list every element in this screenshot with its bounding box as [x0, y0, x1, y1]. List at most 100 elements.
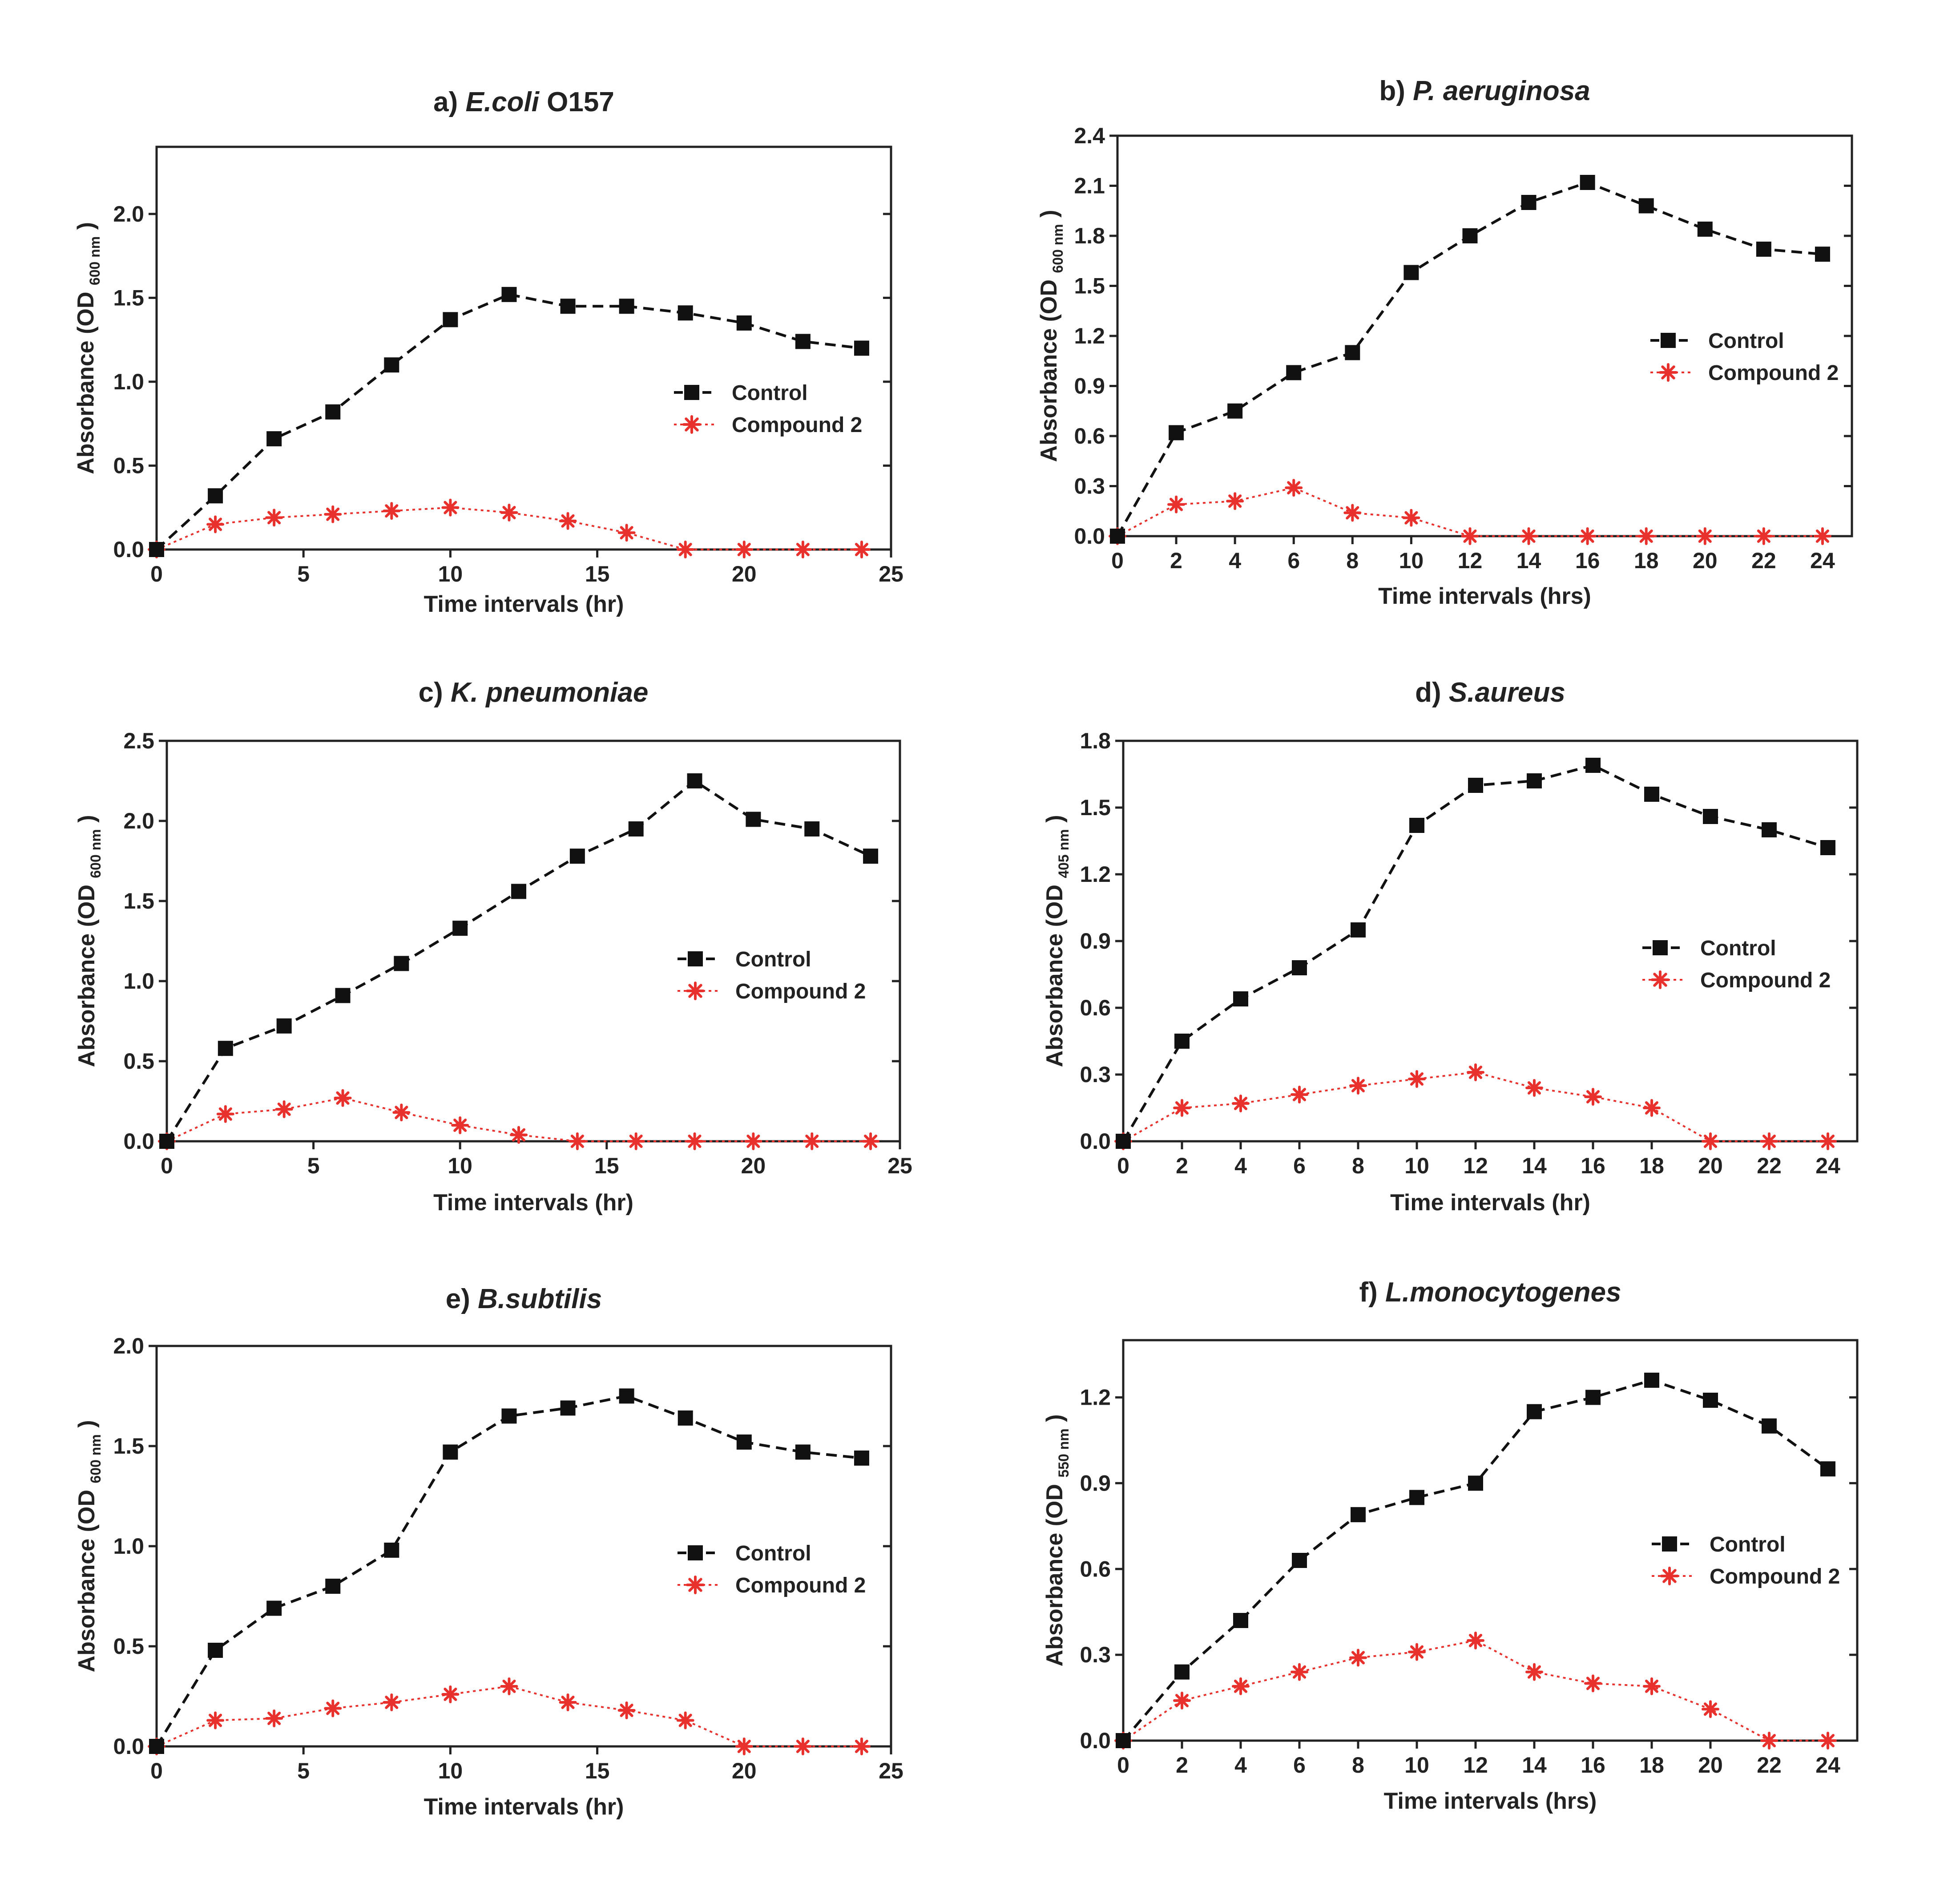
data-point-compound-2 — [1702, 1700, 1719, 1718]
data-point-control — [1703, 1393, 1718, 1408]
data-point-control — [1527, 1404, 1542, 1419]
data-point-compound-2 — [559, 1693, 577, 1711]
title-organism: K. pneumoniae — [451, 677, 648, 708]
data-point-control — [149, 1739, 164, 1754]
data-point-control — [1403, 265, 1419, 280]
x-tick-label: 20 — [732, 562, 757, 586]
x-tick-label: 22 — [1751, 548, 1776, 573]
legend-marker-compound-2 — [1660, 1567, 1679, 1585]
y-tick-label: 1.5 — [113, 285, 144, 310]
data-point-compound-2 — [265, 1709, 283, 1727]
data-point-compound-2 — [735, 1738, 753, 1755]
data-point-control — [1409, 818, 1424, 833]
series-line-control — [1122, 1378, 1829, 1742]
data-point-control — [1697, 222, 1713, 237]
data-point-control — [678, 1410, 693, 1426]
x-tick-label: 20 — [1693, 548, 1718, 573]
data-point-compound-2 — [862, 1132, 880, 1150]
data-point-control — [218, 1041, 233, 1056]
y-label-main: Absorbance (OD — [74, 1483, 100, 1673]
data-point-compound-2 — [1754, 527, 1773, 545]
y-tick-label: 0.0 — [1080, 1728, 1111, 1753]
data-point-control — [1820, 1461, 1835, 1477]
x-tick-label: 2 — [1176, 1753, 1188, 1778]
x-tick-label: 24 — [1815, 1153, 1840, 1178]
x-tick-label: 10 — [1399, 548, 1424, 573]
legend: Control Compound 2 — [678, 1542, 866, 1597]
data-point-control — [1174, 1664, 1190, 1680]
x-tick-label: 0 — [150, 562, 163, 586]
data-point-compound-2 — [510, 1126, 528, 1144]
x-tick-label: 8 — [1352, 1153, 1364, 1178]
x-tick-label: 5 — [297, 1758, 310, 1783]
data-point-compound-2 — [206, 1711, 225, 1729]
data-point-control — [560, 1400, 576, 1416]
data-point-compound-2 — [206, 515, 225, 533]
x-tick-label: 18 — [1634, 548, 1659, 573]
data-point-control — [854, 340, 869, 356]
data-point-compound-2 — [1402, 509, 1420, 527]
x-tick-label: 4 — [1229, 548, 1241, 573]
data-point-control — [208, 488, 223, 504]
title-organism: S.aureus — [1449, 677, 1565, 708]
data-point-control — [325, 404, 341, 420]
x-tick-label: 0 — [1111, 548, 1124, 573]
data-point-compound-2 — [1643, 1677, 1661, 1695]
x-tick-label: 22 — [1757, 1153, 1782, 1178]
data-point-control — [1644, 787, 1659, 802]
data-point-control — [1756, 242, 1771, 257]
data-point-compound-2 — [1696, 527, 1714, 545]
y-tick-label: 2.5 — [123, 728, 154, 753]
data-point-compound-2 — [1702, 1132, 1719, 1150]
data-point-compound-2 — [1467, 1063, 1484, 1081]
data-point-compound-2 — [1637, 527, 1655, 545]
x-tick-label: 0 — [1117, 1753, 1129, 1778]
data-point-compound-2 — [1408, 1070, 1426, 1088]
y-label-close: ) — [73, 222, 99, 236]
data-point-compound-2 — [1173, 1099, 1191, 1117]
data-point-compound-2 — [1819, 1132, 1837, 1150]
y-tick-label: 2.0 — [123, 808, 154, 833]
y-tick-label: 1.5 — [123, 889, 154, 913]
data-point-control — [687, 773, 702, 788]
y-tick-label: 0.6 — [1074, 424, 1105, 449]
x-tick-label: 16 — [1581, 1153, 1605, 1178]
y-label-sub: 600 nm — [87, 236, 103, 285]
data-point-control — [1521, 195, 1537, 210]
legend: Control Compound 2 — [1652, 1533, 1840, 1588]
y-tick-label: 0.0 — [113, 537, 144, 562]
y-tick-label: 1.2 — [1080, 1385, 1111, 1410]
x-tick-label: 0 — [150, 1758, 163, 1783]
data-point-control — [1227, 403, 1243, 419]
data-point-compound-2 — [1584, 1674, 1602, 1693]
x-tick-label: 12 — [1458, 548, 1483, 573]
data-point-control — [804, 821, 820, 836]
chart-title: f) L.monocytogenes — [1359, 1277, 1621, 1308]
y-axis-label: Absorbance (OD 405 nm ) — [1042, 815, 1072, 1067]
x-tick-label: 24 — [1815, 1753, 1840, 1778]
data-point-compound-2 — [803, 1132, 821, 1150]
data-point-control — [1351, 1507, 1366, 1523]
y-tick-label: 0.0 — [1074, 524, 1105, 549]
y-axis-label: Absorbance (OD 600 nm ) — [73, 222, 103, 474]
data-point-compound-2 — [441, 1685, 460, 1703]
data-point-control — [159, 1134, 174, 1149]
data-point-compound-2 — [500, 504, 518, 522]
title-prefix: a) — [433, 87, 465, 117]
legend-label-compound-2: Compound 2 — [1708, 361, 1839, 385]
title-organism: B.subtilis — [478, 1284, 602, 1314]
data-point-control — [149, 542, 164, 557]
x-tick-label: 10 — [438, 562, 463, 586]
data-point-compound-2 — [1760, 1132, 1778, 1150]
y-tick-label: 1.0 — [123, 969, 154, 994]
y-tick-label: 1.0 — [113, 1534, 144, 1559]
data-point-control — [1233, 1613, 1248, 1628]
y-label-sub: 600 nm — [1050, 224, 1066, 273]
series-line-compound-2 — [1123, 1071, 1828, 1142]
data-point-compound-2 — [1167, 495, 1186, 513]
data-point-control — [335, 988, 351, 1003]
legend-marker-compound-2 — [682, 415, 701, 434]
y-tick-label: 1.2 — [1080, 862, 1111, 887]
